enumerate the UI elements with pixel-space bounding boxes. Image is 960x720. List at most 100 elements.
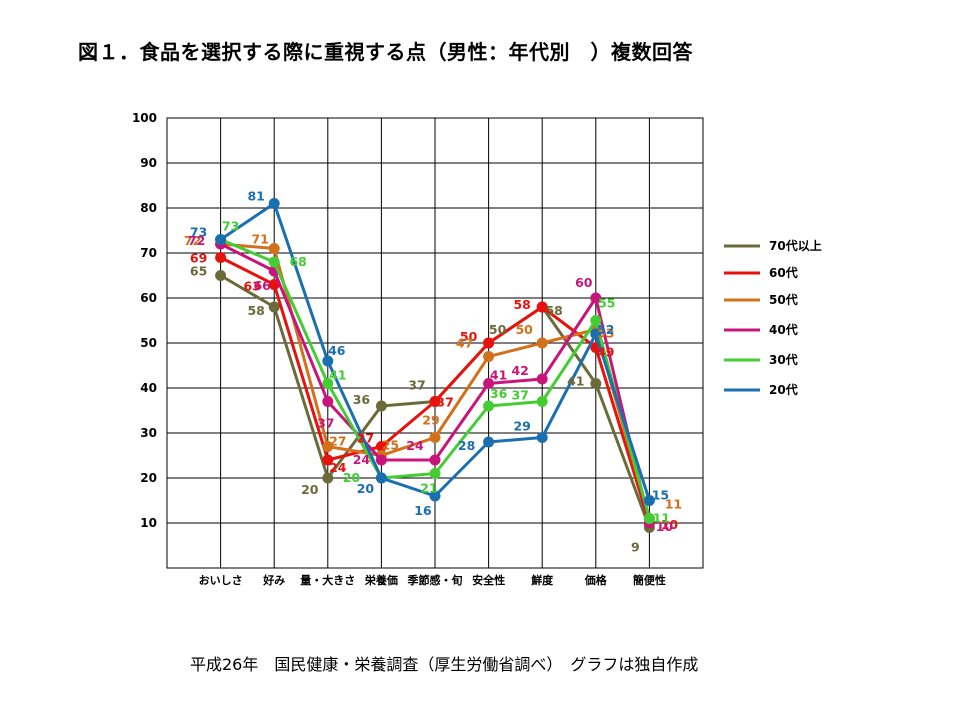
data-point bbox=[536, 396, 548, 407]
plot-frame bbox=[166, 117, 704, 569]
x-tick-label: おいしさ bbox=[199, 574, 243, 587]
data-label: 58 bbox=[545, 303, 562, 318]
data-label: 65 bbox=[190, 264, 207, 279]
legend-item-0: 70代以上 bbox=[724, 238, 822, 253]
data-label: 27 bbox=[357, 431, 374, 446]
data-point bbox=[590, 292, 602, 304]
data-label: 46 bbox=[328, 343, 346, 358]
data-point bbox=[322, 454, 334, 466]
data-label: 25 bbox=[382, 438, 399, 453]
y-tick-label: 50 bbox=[140, 336, 157, 350]
data-point bbox=[215, 270, 227, 281]
data-point bbox=[643, 513, 655, 524]
data-label: 72 bbox=[188, 233, 205, 248]
data-point bbox=[483, 378, 495, 389]
data-label: 72 bbox=[184, 233, 201, 248]
data-point bbox=[268, 256, 280, 268]
data-point bbox=[590, 315, 602, 326]
data-point bbox=[215, 234, 227, 245]
data-label: 66 bbox=[253, 278, 271, 293]
data-point bbox=[375, 472, 387, 484]
data-label: 28 bbox=[458, 438, 475, 453]
data-point bbox=[536, 373, 548, 385]
data-label: 50 bbox=[515, 322, 533, 337]
data-point bbox=[536, 432, 548, 443]
data-label: 37 bbox=[408, 378, 425, 393]
x-tick-label: 量・大きさ bbox=[300, 573, 355, 587]
data-point bbox=[483, 337, 495, 349]
data-point bbox=[322, 441, 334, 452]
y-tick-label: 20 bbox=[140, 471, 157, 485]
legend-label: 20代 bbox=[769, 382, 798, 397]
x-tick-label: 安全性 bbox=[472, 573, 505, 587]
data-label: 50 bbox=[489, 322, 507, 337]
legend-label: 60代 bbox=[769, 265, 798, 280]
data-label: 24 bbox=[329, 460, 347, 475]
data-label: 60 bbox=[575, 275, 593, 290]
data-label: 37 bbox=[511, 388, 528, 403]
data-label: 20 bbox=[357, 481, 375, 496]
data-label: 53 bbox=[597, 326, 614, 341]
legend-label: 30代 bbox=[769, 352, 798, 367]
series-layer bbox=[215, 198, 655, 533]
y-tick-label: 30 bbox=[140, 426, 157, 440]
data-point bbox=[536, 301, 548, 313]
data-label: 11 bbox=[665, 497, 682, 512]
data-label: 36 bbox=[353, 392, 371, 407]
data-point bbox=[322, 472, 334, 484]
data-point bbox=[429, 490, 441, 502]
data-label: 52 bbox=[597, 322, 614, 337]
data-label: 63 bbox=[243, 279, 260, 294]
data-point bbox=[375, 441, 387, 452]
data-point bbox=[429, 468, 441, 479]
chart-title: 図１．食品を選択する際に重視する点（男性：年代別 ）複数回答 bbox=[78, 40, 693, 64]
data-label: 73 bbox=[190, 225, 207, 240]
y-tick-label: 40 bbox=[140, 381, 157, 395]
legend-item-2: 50代 bbox=[724, 292, 798, 307]
data-label: 50 bbox=[460, 329, 478, 344]
data-label: 55 bbox=[598, 296, 615, 311]
data-label: 24 bbox=[406, 438, 424, 453]
x-tick-label: 季節感・旬 bbox=[407, 573, 463, 587]
series-4 bbox=[215, 234, 655, 524]
data-point bbox=[483, 351, 495, 362]
x-tick-label: 鮮度 bbox=[531, 573, 554, 587]
legend-label: 50代 bbox=[769, 292, 798, 307]
data-label: 11 bbox=[653, 511, 670, 526]
data-label: 20 bbox=[343, 470, 361, 485]
legend-label: 70代以上 bbox=[769, 238, 822, 253]
data-label: 42 bbox=[511, 363, 528, 378]
data-point bbox=[483, 400, 495, 412]
data-point bbox=[536, 337, 548, 349]
data-label: 37 bbox=[317, 416, 334, 431]
data-point bbox=[643, 495, 655, 506]
data-label: 21 bbox=[420, 481, 437, 496]
data-label: 36 bbox=[490, 386, 508, 401]
data-point bbox=[590, 328, 602, 340]
data-point bbox=[268, 198, 280, 209]
source-footer: 平成26年 国民健康・栄養調査（厚生労働省調べ） グラフは独自作成 bbox=[190, 655, 699, 674]
x-tick-label: 価格 bbox=[584, 573, 608, 587]
data-label: 27 bbox=[329, 434, 346, 449]
y-tick-label: 90 bbox=[140, 156, 157, 170]
axis-layer: 100 90 80 70 60 50 40 30 20 10 おいしさ 好み 量・大きさ 栄養価 季節感・旬… bbox=[132, 111, 704, 587]
series-5 bbox=[215, 198, 655, 506]
x-tick-label: 簡便性 bbox=[633, 573, 666, 587]
data-point bbox=[268, 279, 280, 290]
legend-item-1: 60代 bbox=[724, 265, 798, 280]
y-tick-label: 10 bbox=[140, 516, 157, 530]
legend-item-4: 30代 bbox=[724, 352, 798, 367]
y-tick-label: 60 bbox=[140, 291, 157, 305]
data-point bbox=[483, 436, 495, 448]
data-label: 49 bbox=[597, 345, 614, 360]
legend: 70代以上 60代 50代 40代 30代 20代 bbox=[724, 238, 822, 397]
data-point bbox=[322, 396, 334, 407]
data-label: 10 bbox=[656, 519, 674, 534]
data-point bbox=[375, 400, 387, 412]
legend-item-3: 40代 bbox=[724, 322, 798, 337]
legend-label: 40代 bbox=[769, 322, 798, 337]
y-tick-label: 70 bbox=[140, 246, 157, 260]
data-label: 29 bbox=[513, 419, 530, 434]
